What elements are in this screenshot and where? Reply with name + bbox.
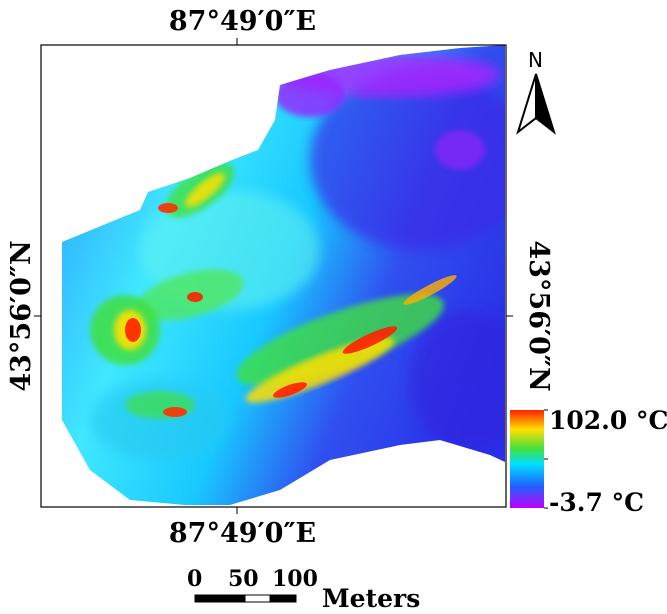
longitude-label-top: 87°49′0″E bbox=[168, 6, 317, 37]
north-letter: N bbox=[528, 48, 543, 72]
legend-max-label: 102.0 °C bbox=[549, 406, 667, 435]
scale-tick-0: 0 bbox=[187, 566, 203, 592]
scale-tick-50: 50 bbox=[228, 566, 259, 592]
scale-bar bbox=[194, 594, 297, 603]
longitude-label-bottom: 87°49′0″E bbox=[168, 518, 317, 549]
thermal-raster bbox=[62, 45, 505, 505]
scale-unit: Meters bbox=[322, 584, 421, 613]
latitude-label-left: 43°56′0″N bbox=[6, 240, 37, 392]
temperature-legend bbox=[510, 409, 548, 509]
legend-min-label: -3.7 °C bbox=[549, 488, 644, 517]
scale-tick-100: 100 bbox=[272, 566, 318, 592]
latitude-label-right: 43°56′0″N bbox=[523, 240, 554, 392]
north-arrow-icon bbox=[516, 73, 556, 135]
